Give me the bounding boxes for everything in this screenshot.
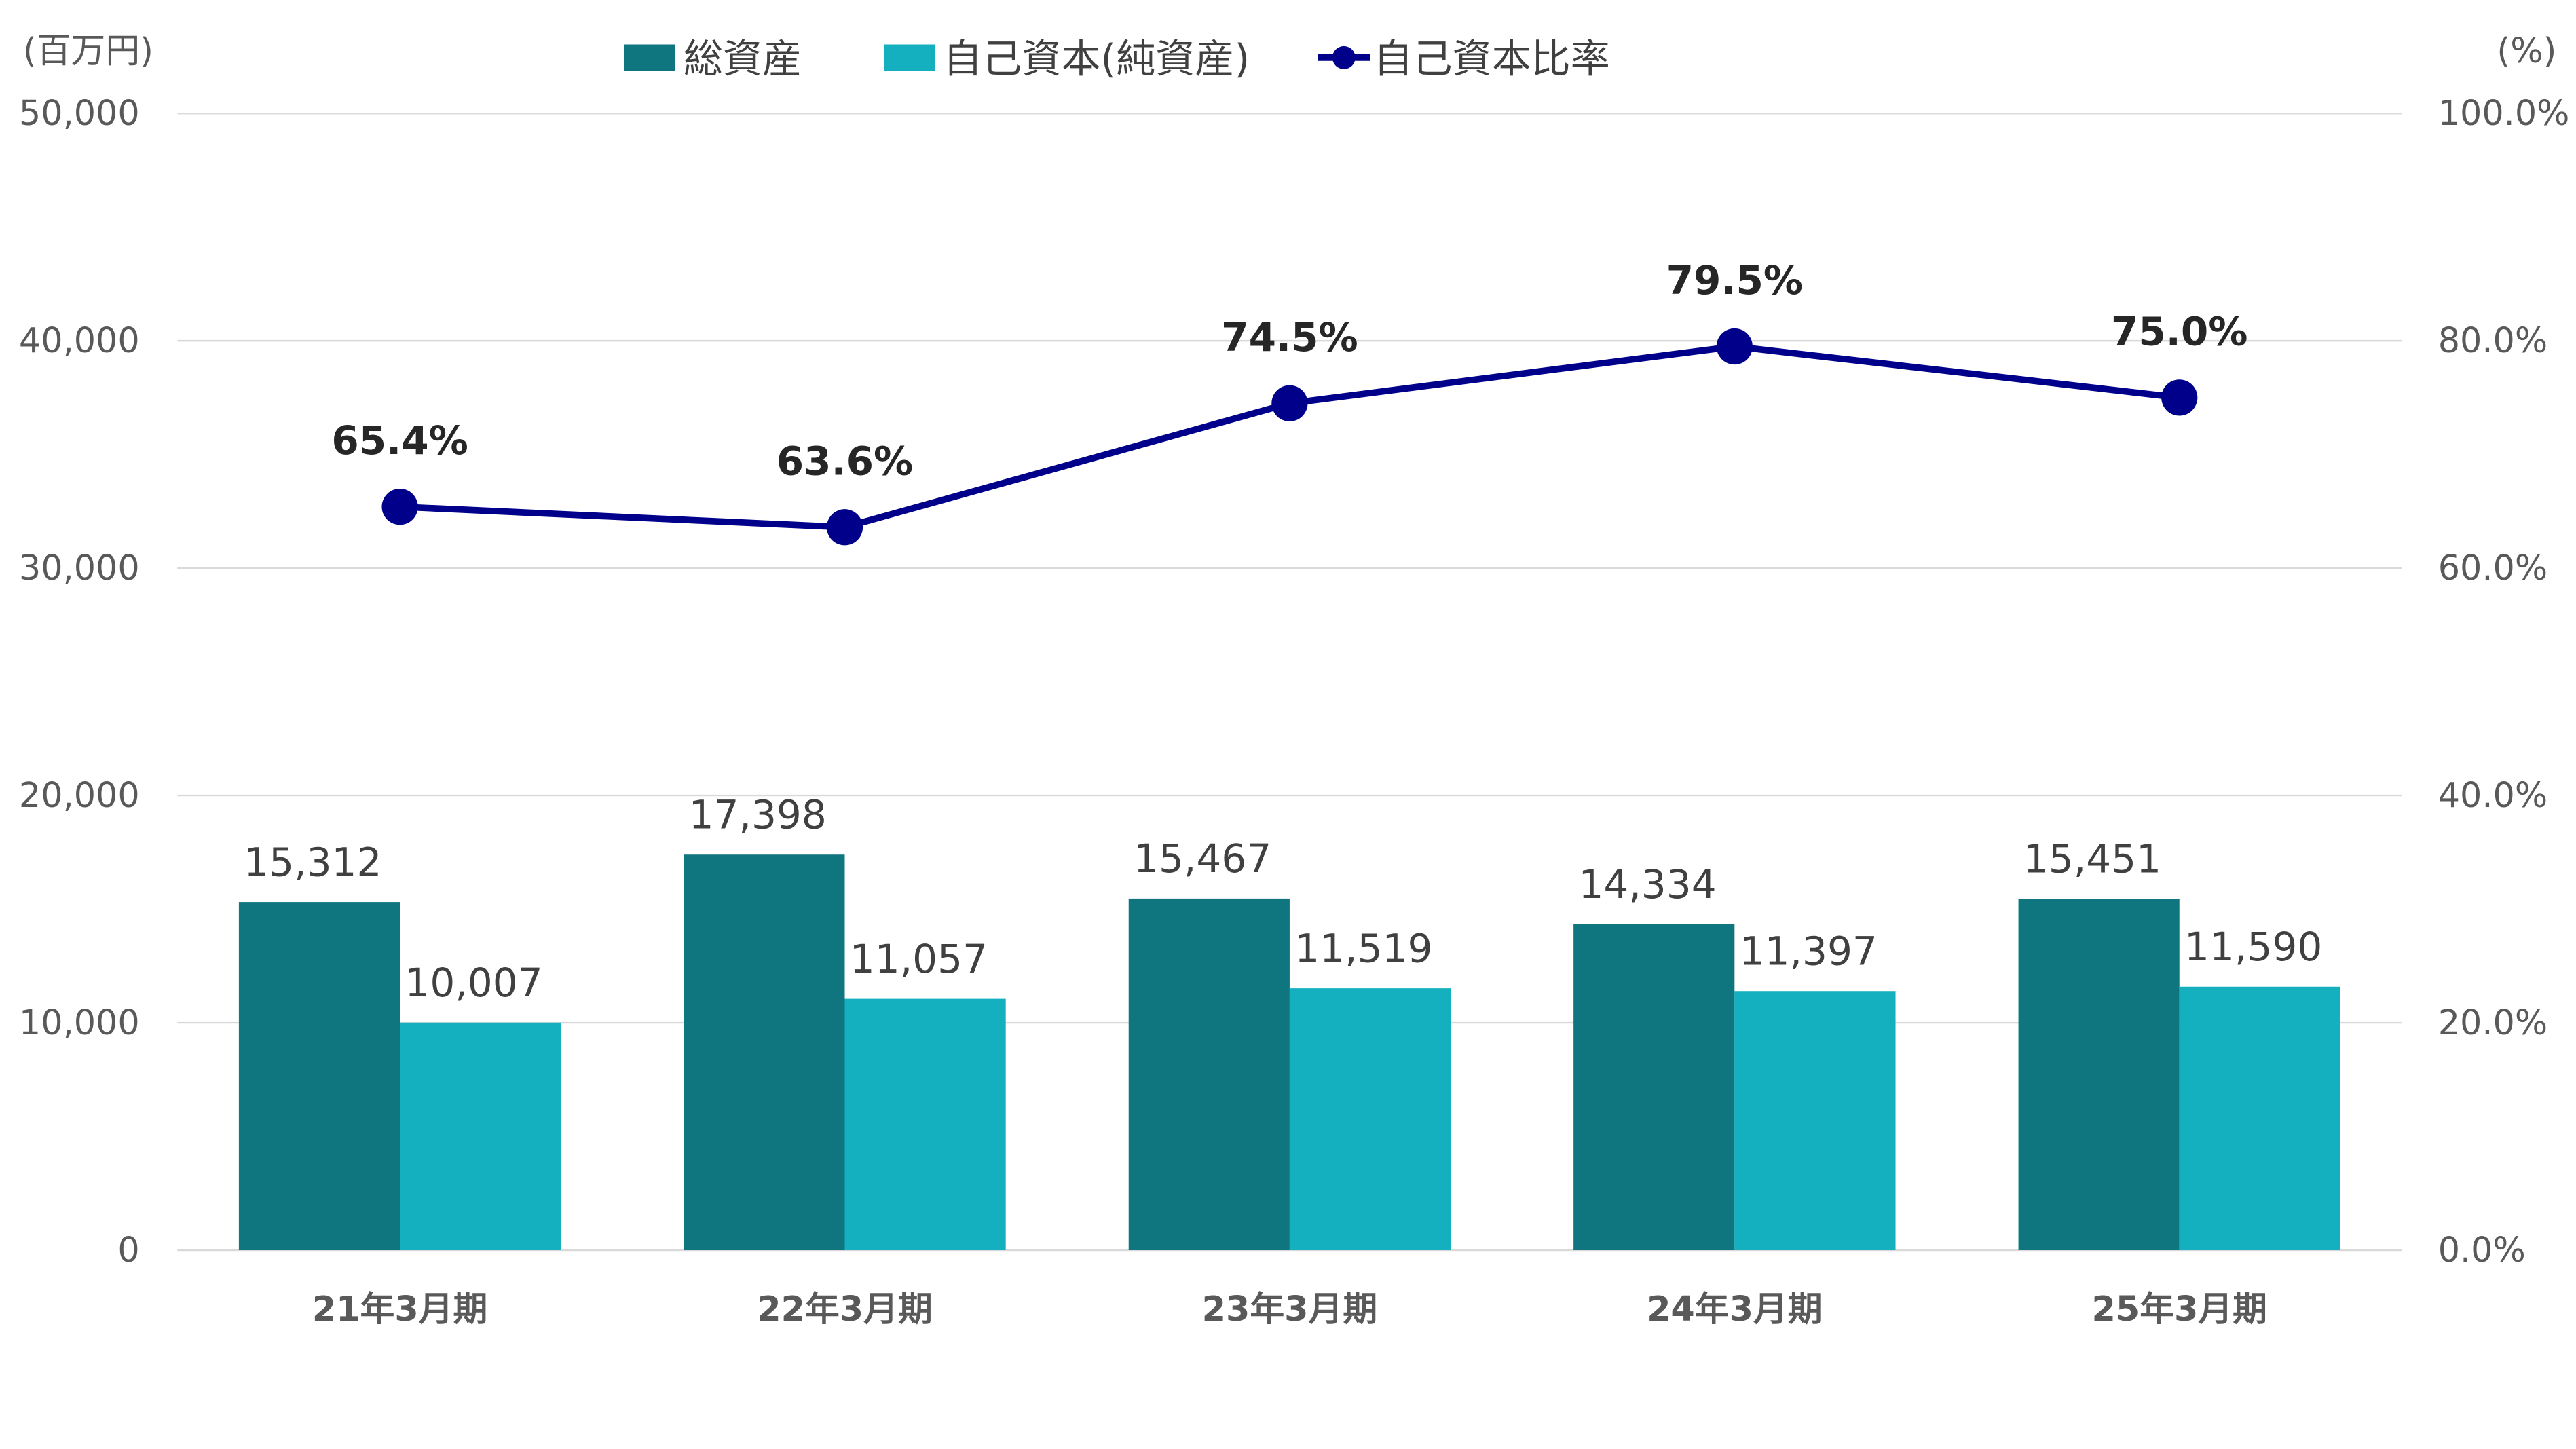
- legend-marker: [1332, 45, 1356, 69]
- bar-data-label: 11,057: [850, 936, 988, 982]
- category-label: 21年3月期: [312, 1289, 488, 1329]
- legend-label: 自己資本比率: [1373, 36, 1609, 82]
- category-label: 24年3月期: [1647, 1289, 1823, 1329]
- y-tick-label: 0: [117, 1230, 139, 1270]
- right-axis-unit: (%): [2497, 31, 2556, 71]
- ratio-line: 65.4% 63.6% 74.5% 79.5% 75.0%: [331, 257, 2248, 546]
- ratio-data-label: 63.6%: [777, 438, 914, 484]
- ratio-point: [2161, 379, 2198, 416]
- bar-total-assets: [684, 854, 845, 1250]
- ratio-point: [1716, 328, 1753, 365]
- y2-tick-label: 60.0%: [2438, 548, 2547, 588]
- ratio-point: [381, 489, 418, 525]
- y2-tick-label: 20.0%: [2438, 1002, 2547, 1042]
- ratio-data-label: 75.0%: [2111, 308, 2248, 354]
- y-tick-label: 20,000: [19, 775, 140, 815]
- legend: 総資産 自己資本(純資産) 自己資本比率: [624, 36, 1610, 82]
- bar-data-label: 15,312: [244, 839, 381, 885]
- legend-swatch: [624, 44, 675, 71]
- bar-equity: [844, 998, 1006, 1250]
- bars: 15,312 17,398 15,467 14,334 15,451 10,007 11,0…: [238, 791, 2340, 1250]
- bar-data-label: 15,467: [1134, 835, 1271, 882]
- ratio-data-label: 65.4%: [331, 417, 468, 464]
- ratio-data-label: 74.5%: [1221, 314, 1358, 360]
- bar-data-label: 17,398: [689, 791, 827, 838]
- ratio-point: [826, 509, 863, 546]
- category-label: 22年3月期: [757, 1289, 933, 1329]
- category-axis: 21年3月期 22年3月期 23年3月期 24年3月期 25年3月期: [312, 1289, 2267, 1329]
- y-tick-label: 50,000: [19, 93, 140, 133]
- bar-data-label: 15,451: [2023, 836, 2161, 882]
- bar-equity: [400, 1022, 561, 1250]
- bar-data-label: 10,007: [405, 960, 542, 1006]
- bar-equity: [1734, 991, 1896, 1250]
- legend-label: 総資産: [684, 36, 802, 82]
- bar-total-assets: [1573, 924, 1735, 1250]
- legend-swatch: [884, 44, 935, 71]
- bar-total-assets: [238, 902, 400, 1250]
- y-tick-label: 10,000: [19, 1002, 140, 1042]
- bar-total-assets: [1128, 898, 1290, 1250]
- ratio-line-path: [399, 343, 2180, 531]
- bar-equity: [2179, 986, 2340, 1250]
- bar-data-label: 11,519: [1294, 925, 1432, 971]
- ratio-data-label: 79.5%: [1666, 257, 1804, 303]
- y-tick-label: 30,000: [19, 548, 140, 588]
- category-label: 23年3月期: [1202, 1289, 1378, 1329]
- y2-tick-label: 40.0%: [2438, 775, 2547, 815]
- left-axis-unit: (百万円): [23, 31, 153, 71]
- y2-tick-label: 80.0%: [2438, 320, 2547, 360]
- category-label: 25年3月期: [2091, 1289, 2267, 1329]
- y2-tick-label: 0.0%: [2438, 1230, 2526, 1270]
- bar-data-label: 14,334: [1578, 861, 1716, 907]
- y2-tick-label: 100.0%: [2438, 93, 2570, 133]
- legend-label: 自己資本(純資産): [943, 36, 1250, 82]
- bar-total-assets: [2018, 899, 2180, 1250]
- ratio-point: [1271, 385, 1308, 421]
- bar-data-label: 11,397: [1740, 928, 1878, 975]
- y-tick-label: 40,000: [19, 320, 140, 360]
- bar-data-label: 11,590: [2184, 924, 2322, 970]
- bar-equity: [1289, 988, 1451, 1250]
